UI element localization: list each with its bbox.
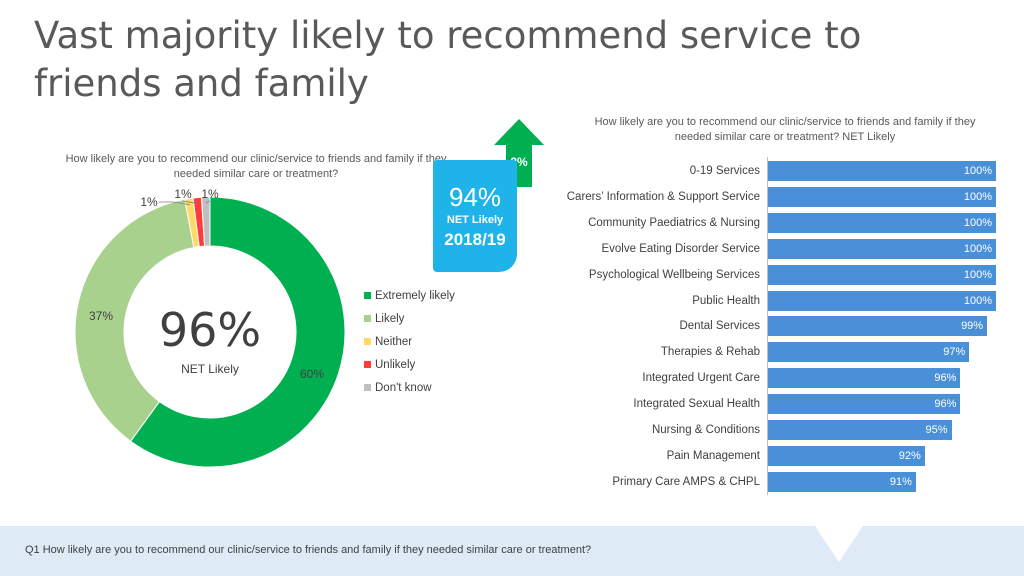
donut-label-2: 1% [140, 195, 158, 209]
bar-value-label: 100% [963, 216, 992, 229]
bar: 95% [768, 420, 952, 440]
legend-item: Extremely likely [364, 284, 455, 307]
donut-leader-3 [182, 200, 198, 204]
bar: 97% [768, 342, 970, 363]
bar-value-label: 92% [898, 449, 921, 462]
bar-category-label: Psychological Wellbeing Services [588, 268, 760, 281]
bar-value-label: 96% [934, 372, 957, 385]
donut-label-3: 1% [174, 187, 192, 201]
legend-swatch [364, 315, 371, 322]
footer-notch [815, 526, 863, 562]
bar: 100% [768, 290, 996, 311]
bar-category-label: 0-19 Services [689, 165, 760, 177]
bar-value-label: 91% [889, 475, 912, 488]
legend-label: Unlikely [375, 358, 416, 371]
bar-value-label: 100% [963, 294, 992, 307]
bar-value-label: 100% [963, 165, 992, 177]
donut-question: How likely are you to recommend our clin… [65, 153, 447, 180]
donut-leader-2 [159, 201, 190, 205]
donut-center-value: 96% [159, 303, 261, 357]
legend-item: Don't know [364, 376, 455, 399]
legend-swatch [364, 361, 371, 368]
bar: 96% [768, 394, 961, 415]
bar-category-label: Community Paediatrics & Nursing [588, 216, 760, 229]
bar-value-label: 100% [963, 242, 992, 255]
legend-label: Likely [375, 312, 405, 325]
donut-leader-4 [205, 200, 211, 204]
bar-category-label: Dental Services [679, 320, 760, 333]
bar-value-label: 95% [925, 424, 948, 436]
footer: Q1 How likely are you to recommend our c… [0, 526, 1024, 576]
bar: 100% [768, 264, 996, 285]
bar: 92% [768, 445, 925, 466]
net-likely-year: 2018/19 [444, 230, 506, 249]
bar: 99% [768, 316, 988, 337]
net-likely-label: NET Likely [446, 214, 504, 226]
legend-swatch [364, 384, 371, 391]
bar: 91% [768, 471, 916, 492]
legend-swatch [364, 338, 371, 345]
bar-category-label: Pain Management [666, 449, 760, 462]
net-likely-box: 94% NET Likely 2018/19 [433, 160, 517, 272]
bar-value-label: 97% [943, 346, 966, 359]
bar: 100% [768, 161, 996, 181]
bar: 96% [768, 368, 961, 389]
legend-item: Neither [364, 330, 455, 353]
bar-category-label: Evolve Eating Disorder Service [601, 242, 760, 255]
bar-category-label: Carers’ Information & Support Service [566, 190, 760, 203]
donut-slice-4 [200, 196, 211, 247]
legend-label: Extremely likely [375, 289, 455, 302]
bar: 100% [768, 238, 996, 259]
bar-category-label: Integrated Urgent Care [642, 372, 760, 385]
legend-item: Unlikely [364, 353, 455, 376]
legend-label: Don't know [375, 381, 432, 394]
bar-category-label: Integrated Sexual Health [633, 398, 760, 411]
bar-value-label: 96% [934, 398, 957, 411]
legend-item: Likely [364, 307, 455, 330]
bar-value-label: 99% [961, 320, 984, 333]
donut-legend: Extremely likely Likely Neither Unlikely Don… [364, 284, 455, 399]
bar: 100% [768, 212, 996, 233]
donut-slice-1 [74, 198, 195, 442]
net-likely-percent: 94% [448, 182, 502, 212]
legend-label: Neither [375, 335, 413, 348]
donut-label-4: 1% [201, 187, 219, 201]
page-title: Vast majority likely to recommend servic… [34, 14, 862, 105]
bar: 100% [768, 186, 996, 207]
bar-category-label: Nursing & Conditions [651, 424, 760, 436]
donut-center-label: NET Likely [181, 362, 239, 376]
donut-label-1: 37% [89, 309, 113, 323]
donut-slice-0 [129, 196, 346, 468]
footer-question: Q1 How likely are you to recommend our c… [25, 544, 592, 556]
bar-category-label: Primary Care AMPS & CHPL [612, 475, 760, 488]
donut-label-0: 60% [300, 367, 324, 381]
bar-category-label: Therapies & Rehab [660, 346, 760, 359]
bar-value-label: 100% [963, 268, 992, 281]
bar-chart-question: How likely are you to recommend our clin… [594, 116, 976, 143]
bar-category-label: Public Health [692, 294, 760, 307]
bar-axis-line [767, 157, 768, 495]
legend-swatch [364, 292, 371, 299]
bar-value-label: 100% [963, 190, 992, 203]
